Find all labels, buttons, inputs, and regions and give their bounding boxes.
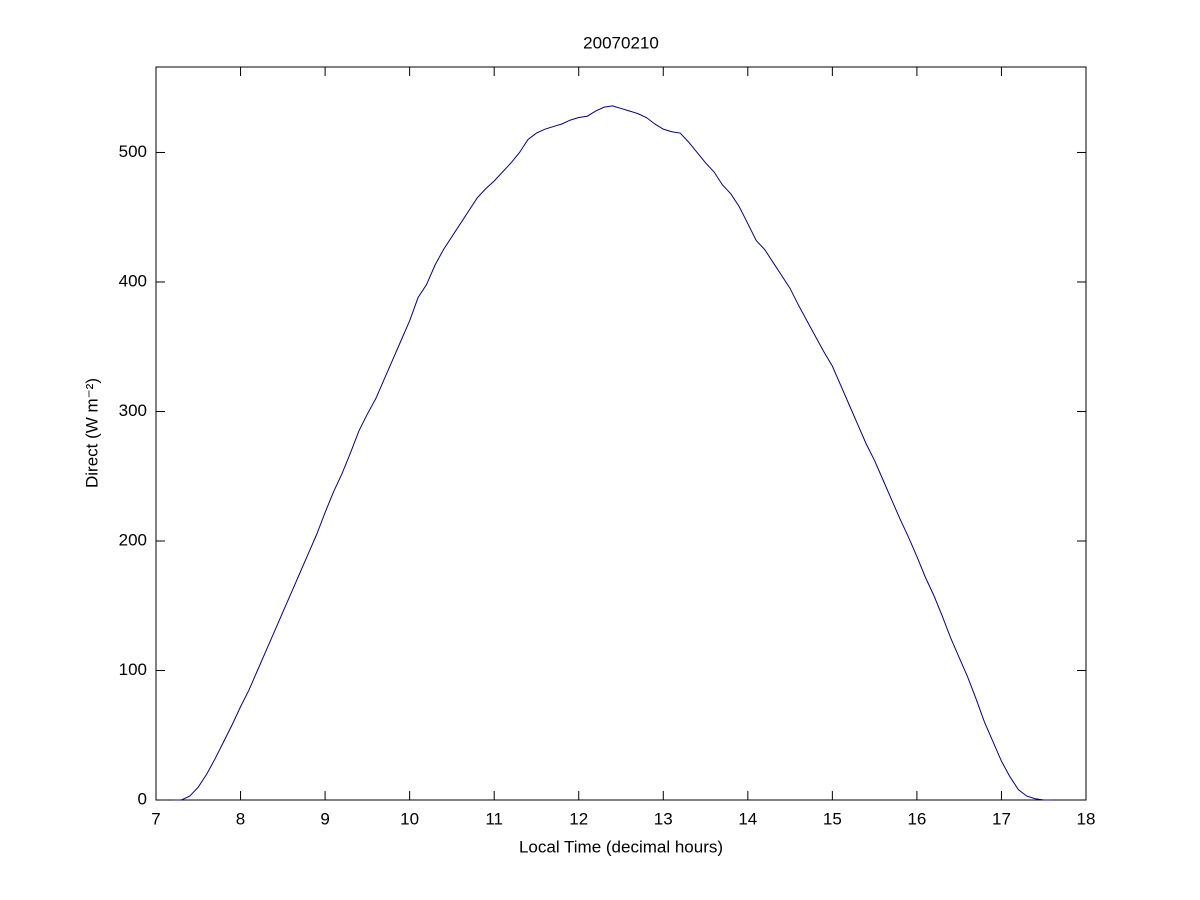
x-tick-label: 14	[738, 809, 757, 828]
y-tick-label: 0	[138, 789, 147, 808]
x-tick-label: 8	[236, 809, 245, 828]
y-tick-label: 300	[119, 401, 147, 420]
x-tick-label: 13	[654, 809, 673, 828]
x-axis-label: Local Time (decimal hours)	[519, 837, 723, 856]
y-tick-label: 400	[119, 271, 147, 290]
plot-frame	[155, 66, 1087, 801]
x-tick-label: 18	[1077, 809, 1096, 828]
x-tick-label: 11	[485, 809, 503, 828]
x-tick-label: 10	[400, 809, 419, 828]
y-tick-label: 500	[119, 142, 147, 161]
x-tick-label: 15	[823, 809, 842, 828]
x-tick-label: 17	[992, 809, 1011, 828]
y-tick-label: 200	[119, 530, 147, 549]
x-tick-label: 9	[320, 809, 329, 828]
x-tick-label: 12	[569, 809, 588, 828]
x-tick-label: 7	[151, 809, 160, 828]
data-line	[172, 105, 1053, 801]
x-tick-label: 16	[907, 809, 926, 828]
y-tick-label: 100	[119, 660, 147, 679]
chart-title: 20070210	[583, 33, 659, 52]
y-axis-label: Direct (W m⁻²)	[82, 378, 101, 488]
